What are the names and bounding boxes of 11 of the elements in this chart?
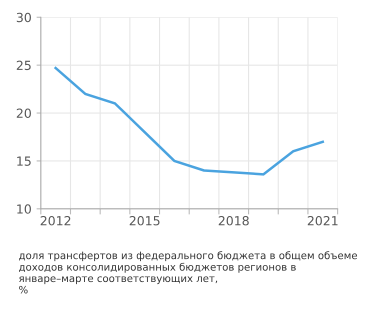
text: доля трансфертов из федерального бюджета в общем объеме доходов консолидированных бюджетов регионов в январе–марте соответствующих лет, % [19, 251, 358, 294]
x-tick-label: 2015 [130, 216, 160, 226]
y-tick-label: 30 [16, 12, 31, 22]
y-tick-label: 25 [16, 60, 31, 70]
line-series [54, 66, 324, 176]
y-tick-label: 15 [17, 156, 31, 166]
x-tick-label: 2021 [308, 216, 338, 226]
y-tick-label: 10 [17, 204, 31, 214]
y-tick-label: 20 [16, 108, 31, 118]
x-tick-label: 2018 [218, 216, 249, 226]
x-tick-label: 2012 [40, 216, 70, 226]
